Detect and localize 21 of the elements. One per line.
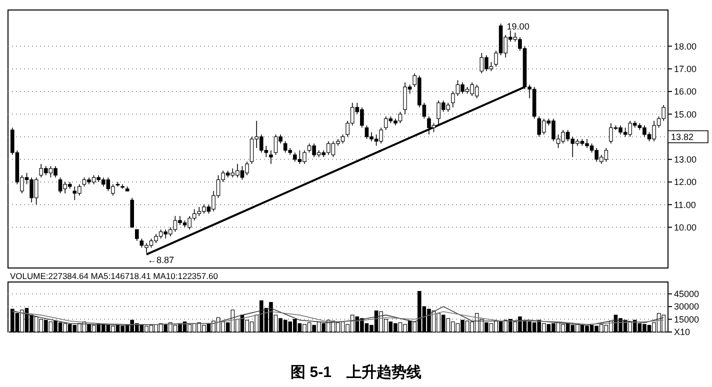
annotation: ←8.87 <box>147 254 174 265</box>
y-tick-label: 30000 <box>674 302 700 312</box>
text: 13.82 <box>671 132 694 142</box>
y-tick-label: 45000 <box>674 289 700 300</box>
annotation: 19.00 <box>506 22 530 32</box>
y-tick-label: 15000 <box>674 314 700 324</box>
chart-title: VOLUME:227384.64 MA5:146718.41 MA10:122357.60 <box>10 271 218 281</box>
candlestick <box>134 229 139 242</box>
y-tick-label: 12.00 <box>674 177 697 188</box>
line-series <box>12 306 664 326</box>
y-tick-label: 16.00 <box>674 86 697 97</box>
y-tick-label: X10 <box>674 327 690 338</box>
y-tick-label: 17.00 <box>674 64 697 74</box>
candlestick <box>269 150 273 164</box>
line-series <box>12 311 664 325</box>
y-tick-label: 15.00 <box>674 109 697 120</box>
caption: 图 5-1 上升趋势线 <box>290 364 422 381</box>
y-tick-label: 18.00 <box>674 41 697 52</box>
y-tick-label: 10.00 <box>674 222 697 232</box>
y-tick-label: 11.00 <box>674 200 696 210</box>
y-tick-label: 13.00 <box>674 154 697 165</box>
